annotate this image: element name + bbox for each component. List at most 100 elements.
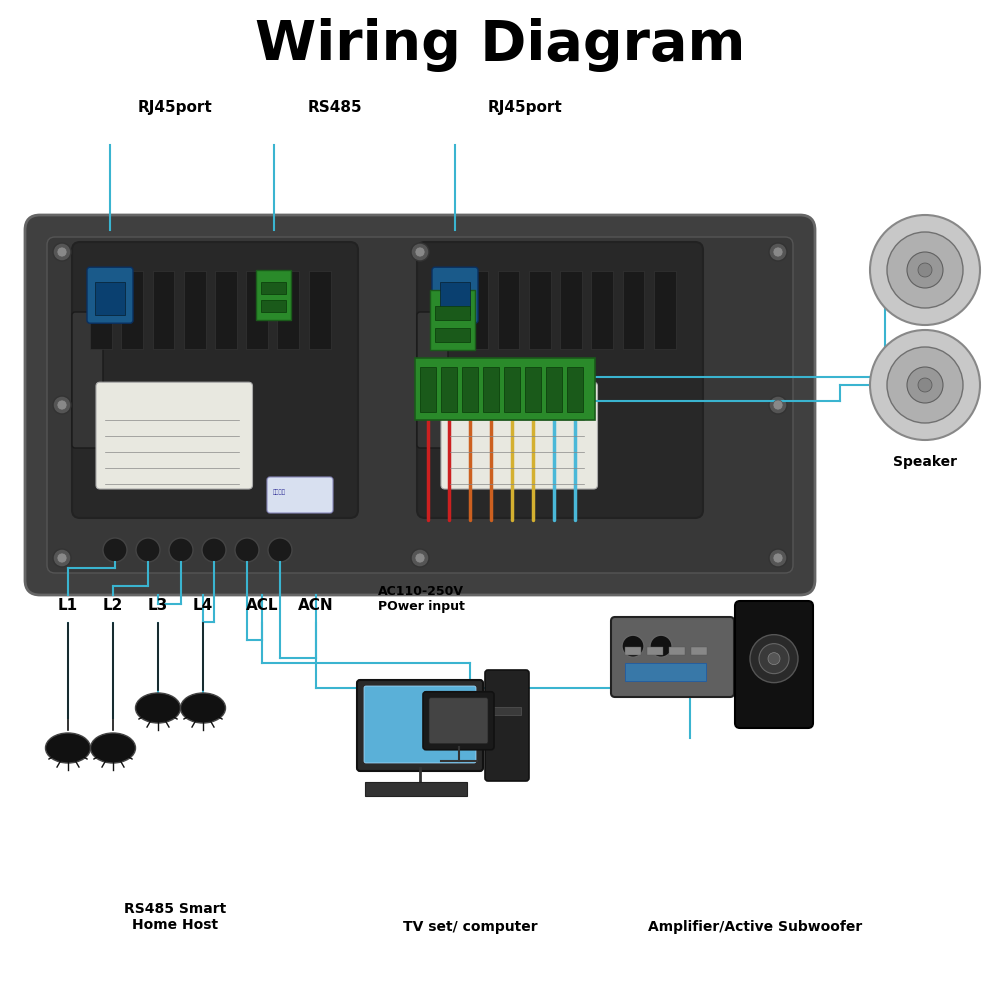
Circle shape [870, 215, 980, 325]
FancyBboxPatch shape [267, 477, 333, 513]
Bar [415, 358, 595, 420]
Circle shape [773, 400, 783, 410]
Circle shape [907, 252, 943, 288]
Ellipse shape [90, 733, 136, 763]
Bar [121, 271, 143, 349]
Bar [260, 300, 286, 312]
Bar [256, 270, 290, 320]
FancyBboxPatch shape [441, 382, 598, 489]
Bar [591, 271, 613, 349]
Bar [365, 782, 467, 796]
Circle shape [759, 644, 789, 674]
Text: RS485: RS485 [308, 100, 362, 115]
Circle shape [415, 247, 425, 257]
Bar [215, 271, 237, 349]
Bar [441, 367, 457, 412]
Bar [493, 707, 521, 715]
Circle shape [750, 635, 798, 683]
FancyBboxPatch shape [432, 267, 478, 323]
Circle shape [202, 538, 226, 562]
Bar [435, 328, 470, 342]
Bar [246, 271, 268, 349]
Bar [260, 282, 286, 294]
Circle shape [57, 553, 67, 563]
Circle shape [235, 538, 259, 562]
Circle shape [907, 367, 943, 403]
FancyBboxPatch shape [417, 242, 703, 518]
FancyBboxPatch shape [735, 601, 813, 728]
Bar [525, 367, 541, 412]
Bar [466, 271, 488, 349]
FancyBboxPatch shape [423, 692, 494, 750]
Circle shape [768, 653, 780, 665]
FancyBboxPatch shape [47, 237, 793, 573]
FancyBboxPatch shape [96, 382, 253, 489]
Circle shape [53, 396, 71, 414]
Bar [504, 367, 520, 412]
Bar [625, 647, 641, 655]
Text: L1: L1 [58, 598, 78, 613]
Text: ACL: ACL [246, 598, 278, 613]
Text: Speaker: Speaker [893, 455, 957, 469]
Text: AC110-250V
POwer input: AC110-250V POwer input [378, 585, 465, 613]
FancyBboxPatch shape [357, 680, 483, 771]
Circle shape [773, 553, 783, 563]
Circle shape [268, 538, 292, 562]
Bar [560, 271, 582, 349]
Text: L3: L3 [148, 598, 168, 613]
Circle shape [773, 247, 783, 257]
Circle shape [53, 549, 71, 567]
Bar [462, 367, 478, 412]
Bar [435, 271, 457, 349]
Ellipse shape [136, 693, 180, 723]
Circle shape [887, 232, 963, 308]
Circle shape [103, 538, 127, 562]
Bar [152, 271, 174, 349]
Text: 端口连接: 端口连接 [273, 489, 286, 495]
Ellipse shape [180, 693, 226, 723]
Circle shape [918, 378, 932, 392]
FancyBboxPatch shape [72, 312, 103, 448]
Text: TV set/ computer: TV set/ computer [403, 920, 537, 934]
Bar [669, 647, 685, 655]
Circle shape [918, 263, 932, 277]
Text: RJ45port: RJ45port [488, 100, 562, 115]
Bar [483, 367, 499, 412]
Circle shape [650, 635, 672, 657]
Bar [420, 367, 436, 412]
Circle shape [769, 396, 787, 414]
Bar [430, 290, 475, 350]
Circle shape [411, 549, 429, 567]
Bar [90, 271, 112, 349]
Bar [435, 306, 470, 320]
Text: ACN: ACN [298, 598, 334, 613]
Circle shape [136, 538, 160, 562]
Bar [184, 271, 206, 349]
Circle shape [415, 553, 425, 563]
Bar [277, 271, 299, 349]
FancyBboxPatch shape [72, 242, 358, 518]
Circle shape [53, 243, 71, 261]
Bar [654, 271, 676, 349]
FancyBboxPatch shape [440, 282, 470, 315]
FancyBboxPatch shape [417, 312, 448, 448]
Text: RJ45port: RJ45port [138, 100, 212, 115]
Bar [498, 271, 519, 349]
Text: RS485 Smart
Home Host: RS485 Smart Home Host [124, 902, 226, 932]
Circle shape [622, 635, 644, 657]
Circle shape [169, 538, 193, 562]
Text: L4: L4 [193, 598, 213, 613]
Text: Wiring Diagram: Wiring Diagram [255, 18, 745, 72]
FancyBboxPatch shape [611, 617, 734, 697]
Circle shape [769, 549, 787, 567]
FancyBboxPatch shape [95, 282, 125, 315]
FancyBboxPatch shape [87, 267, 133, 323]
Bar [309, 271, 331, 349]
Circle shape [887, 347, 963, 423]
Text: Amplifier/Active Subwoofer: Amplifier/Active Subwoofer [648, 920, 862, 934]
Ellipse shape [46, 733, 90, 763]
Circle shape [769, 243, 787, 261]
Bar [691, 647, 707, 655]
FancyBboxPatch shape [25, 215, 815, 595]
Bar [625, 663, 706, 681]
